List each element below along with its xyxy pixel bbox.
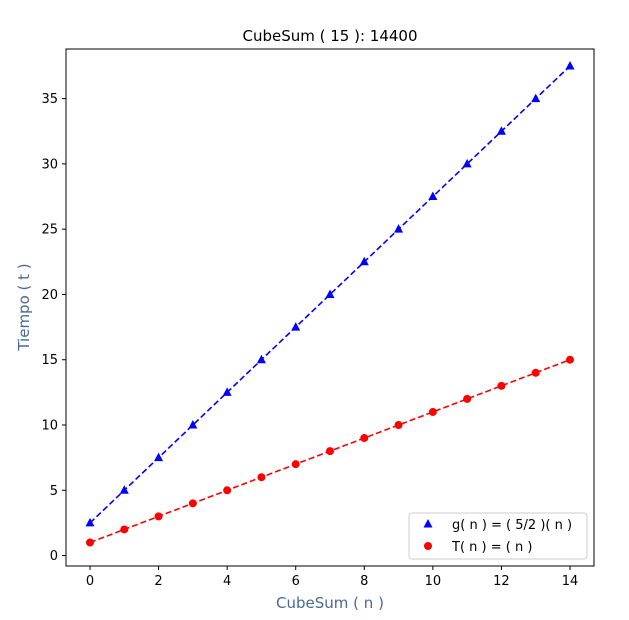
legend-marker-circle	[424, 542, 432, 550]
data-point-triangle	[256, 354, 266, 364]
x-tick-label: 0	[86, 574, 94, 589]
series-line-1	[89, 65, 571, 524]
y-tick-label: 20	[41, 288, 58, 303]
plot-area	[85, 60, 575, 547]
y-axis-label: Tiempo ( t )	[15, 263, 33, 351]
legend-entry-label: g( n ) = ( 5/2 )( n )	[452, 518, 572, 533]
data-point-triangle	[531, 93, 541, 103]
data-point-circle	[291, 460, 300, 469]
data-point-circle	[86, 538, 94, 547]
chart-title: CubeSum ( 15 ): 14400	[242, 27, 417, 45]
data-point-circle	[188, 499, 197, 508]
data-point-circle	[463, 394, 472, 403]
x-tick-label: 12	[493, 574, 510, 589]
data-point-circle	[120, 525, 129, 534]
y-tick-label: 15	[41, 353, 58, 368]
legend-box	[408, 512, 588, 560]
y-tick-label: 25	[41, 223, 58, 238]
data-point-triangle	[565, 60, 575, 70]
data-point-triangle	[394, 224, 404, 233]
data-point-circle	[154, 512, 163, 521]
x-tick-label: 14	[562, 574, 579, 589]
y-axis: 0 5 10 15 20 25 30 35	[41, 92, 66, 564]
data-point-triangle	[188, 420, 198, 429]
data-point-triangle	[462, 158, 472, 168]
data-point-circle	[428, 407, 437, 416]
data-point-circle	[223, 486, 232, 495]
y-tick-label: 5	[50, 484, 58, 499]
data-point-triangle	[85, 517, 95, 527]
x-axis: 0 2 4 6 8 10 12 14	[86, 566, 578, 589]
y-tick-label: 0	[50, 549, 58, 564]
data-point-triangle	[359, 256, 369, 266]
data-point-circle	[360, 434, 369, 443]
data-point-triangle	[325, 289, 335, 298]
y-tick-label: 35	[41, 92, 58, 107]
x-tick-label: 6	[292, 574, 300, 589]
legend-entry-label: T( n ) = ( n )	[451, 540, 532, 555]
x-tick-label: 10	[425, 574, 442, 589]
data-point-circle	[257, 473, 266, 482]
data-point-triangle	[154, 452, 164, 462]
data-point-circle	[497, 381, 506, 390]
data-point-triangle	[119, 485, 129, 494]
y-tick-label: 10	[41, 419, 58, 434]
data-point-triangle	[291, 322, 301, 331]
data-point-circle	[394, 421, 403, 429]
legend-marker-triangle	[423, 519, 433, 528]
data-point-circle	[566, 355, 574, 364]
x-tick-label: 2	[154, 574, 162, 589]
x-tick-label: 8	[360, 574, 368, 589]
data-point-triangle	[496, 126, 506, 135]
data-point-triangle	[428, 191, 438, 201]
plot-frame	[65, 48, 595, 567]
y-tick-label: 30	[41, 157, 58, 172]
x-axis-label: CubeSum ( n )	[276, 594, 384, 612]
x-tick-label: 4	[223, 574, 231, 589]
data-point-circle	[531, 368, 540, 377]
legend: g( n ) = ( 5/2 )( n ) T( n ) = ( n )	[408, 512, 588, 560]
data-point-circle	[326, 447, 334, 456]
data-point-triangle	[222, 387, 232, 396]
